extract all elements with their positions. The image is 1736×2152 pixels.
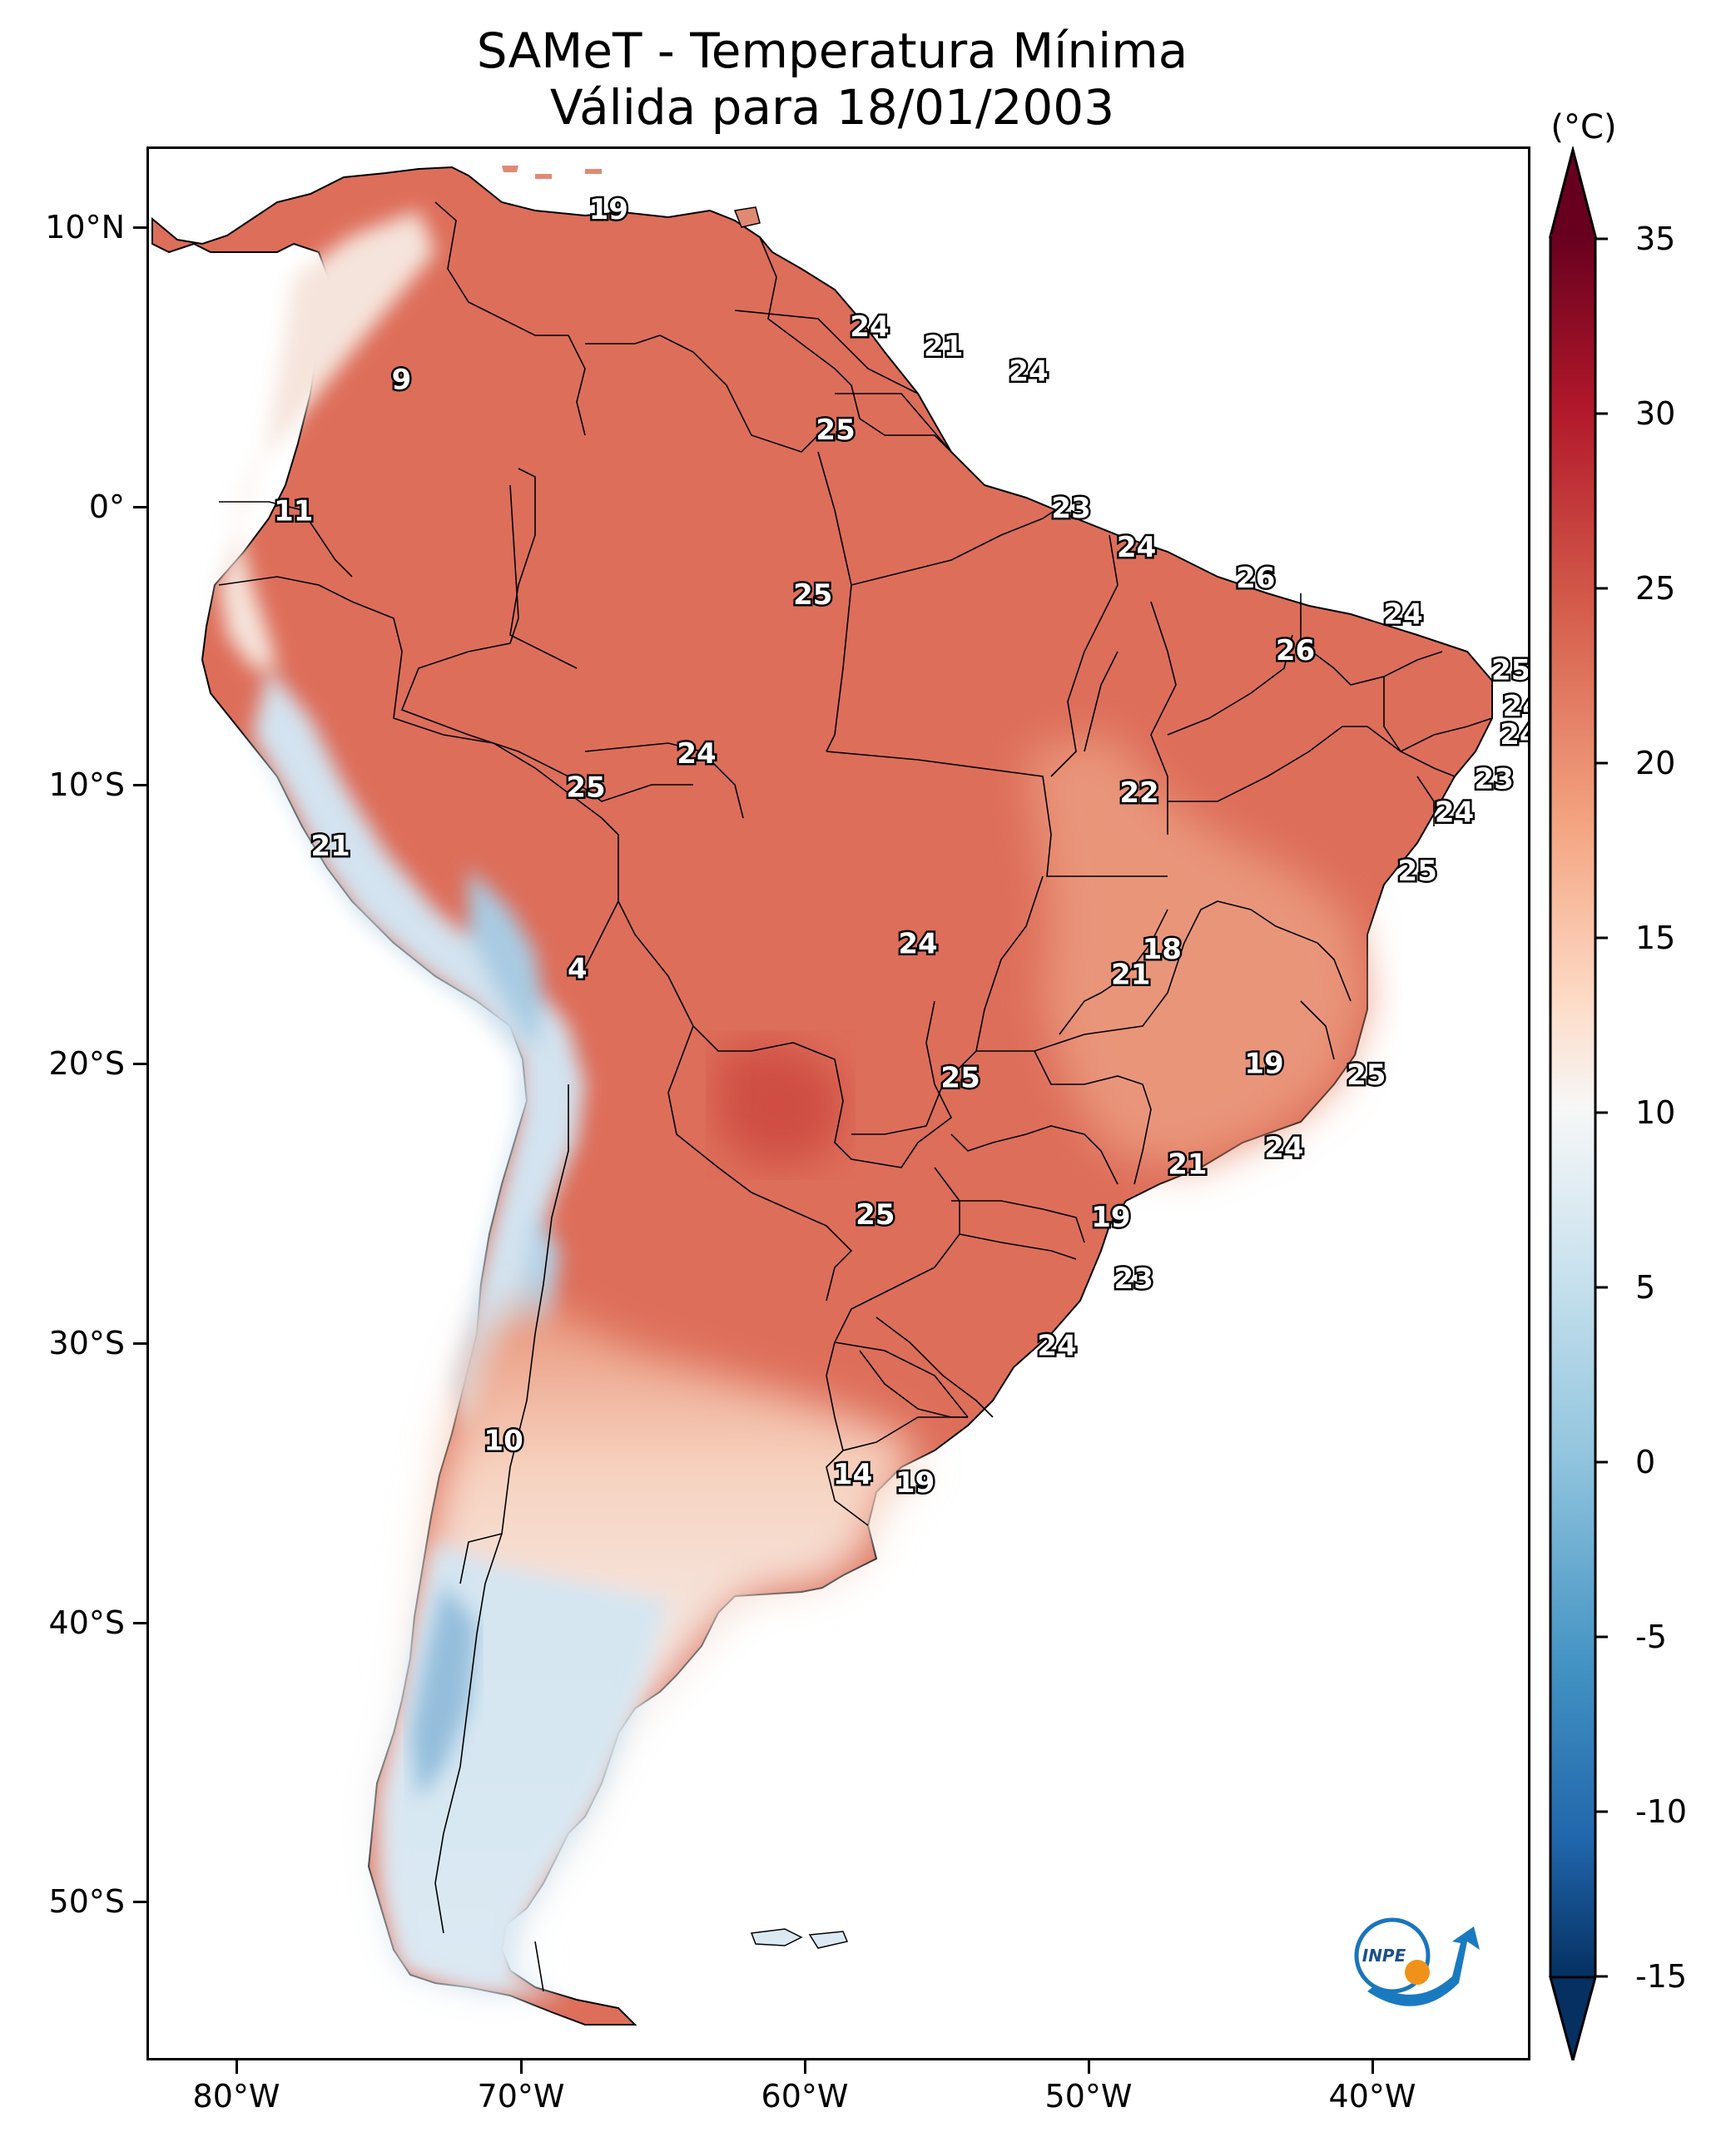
colorbar-label-25: 25 <box>1635 570 1676 607</box>
station-value-label: 21 <box>310 830 350 863</box>
station-value-label: 25 <box>1491 654 1528 687</box>
colorbar-label-20: 20 <box>1635 745 1676 781</box>
station-value-label: 25 <box>856 1198 895 1232</box>
station-value-label: 24 <box>1117 531 1156 564</box>
lat-label-0: 0° <box>88 488 125 525</box>
station-value-label: 24 <box>898 927 937 960</box>
colorbar-label-35: 35 <box>1635 221 1676 257</box>
station-value-label: 24 <box>677 737 716 771</box>
lat-label-50s: 50°S <box>48 1883 125 1920</box>
station-labels: 1924212492511232426252426252424242325222… <box>272 191 1528 1502</box>
lat-label-30s: 30°S <box>48 1325 125 1361</box>
map-subtitle: Válida para 18/01/2003 <box>549 79 1115 136</box>
political-borders <box>218 201 1493 1992</box>
colorbar-label-minus15: -15 <box>1635 1958 1688 1995</box>
colorbar <box>1549 146 1608 2060</box>
lon-label-50w: 50°W <box>1044 2078 1133 2115</box>
lat-label-20s: 20°S <box>48 1045 125 1082</box>
lat-label-10n: 10°N <box>45 209 125 245</box>
colorbar-gradient <box>1550 235 1595 1979</box>
colorbar-label-minus10: -10 <box>1635 1793 1688 1830</box>
lat-label-40s: 40°S <box>48 1604 125 1641</box>
station-value-label: 19 <box>589 193 628 226</box>
station-value-label: 24 <box>1435 796 1474 830</box>
station-value-label: 25 <box>1398 855 1437 888</box>
colorbar-unit: (°C) <box>1550 108 1617 146</box>
station-value-label: 25 <box>1347 1059 1386 1092</box>
lat-label-10s: 10°S <box>48 766 125 803</box>
colorbar-max-extend <box>1549 146 1597 238</box>
colorbar-min-extend <box>1549 1976 1597 2060</box>
station-value-label: 24 <box>1037 1330 1076 1363</box>
station-value-label: 23 <box>1051 492 1090 525</box>
station-value-label: 25 <box>816 414 855 447</box>
station-value-label: 21 <box>1168 1148 1207 1181</box>
station-value-label: 23 <box>1475 762 1514 796</box>
station-value-label: 11 <box>274 494 313 528</box>
station-value-label: 18 <box>1143 933 1182 966</box>
station-value-label: 22 <box>1119 776 1158 810</box>
station-value-label: 19 <box>895 1466 935 1500</box>
station-value-label: 19 <box>1091 1201 1130 1234</box>
station-value-label: 24 <box>1503 690 1528 723</box>
inpe-logo-text: INPE <box>1362 1946 1406 1966</box>
station-value-label: 24 <box>850 310 889 344</box>
temperature-map: 1924212492511232426252426252424242325222… <box>151 166 1528 2026</box>
station-value-label: 4 <box>568 953 588 986</box>
lon-label-60w: 60°W <box>761 2078 849 2115</box>
colorbar-label-5: 5 <box>1635 1269 1656 1306</box>
station-value-label: 25 <box>793 578 832 612</box>
colorbar-label-0: 0 <box>1635 1444 1656 1480</box>
map-panel: 1924212492511232426252426252424242325222… <box>146 146 1530 2060</box>
colorbar-label-30: 30 <box>1635 395 1676 432</box>
station-value-label: 24 <box>1264 1131 1303 1164</box>
station-value-label: 24 <box>1009 355 1048 389</box>
inpe-logo: INPE <box>1354 1917 1480 2006</box>
station-value-label: 23 <box>1114 1262 1153 1296</box>
station-value-label: 14 <box>833 1458 872 1491</box>
falkland-islands <box>750 1928 849 1949</box>
station-value-label: 10 <box>484 1425 523 1458</box>
lon-label-80w: 80°W <box>192 2078 280 2115</box>
station-value-label: 19 <box>1244 1048 1283 1081</box>
colorbar-label-minus5: -5 <box>1635 1619 1667 1655</box>
station-value-label: 9 <box>392 364 412 397</box>
colorbar-label-10: 10 <box>1635 1094 1676 1131</box>
colorbar-label-15: 15 <box>1635 920 1676 956</box>
lon-label-40w: 40°W <box>1328 2078 1416 2115</box>
station-value-label: 21 <box>924 330 963 363</box>
map-title: SAMeT - Temperatura Mínima <box>476 22 1188 79</box>
lon-label-70w: 70°W <box>477 2078 565 2115</box>
station-value-label: 21 <box>1111 958 1150 991</box>
station-value-label: 25 <box>566 771 605 805</box>
station-value-label: 24 <box>1383 598 1422 632</box>
station-value-label: 24 <box>1500 718 1528 751</box>
station-value-label: 26 <box>1236 562 1275 595</box>
station-value-label: 26 <box>1276 634 1315 667</box>
station-value-label: 25 <box>940 1061 980 1094</box>
